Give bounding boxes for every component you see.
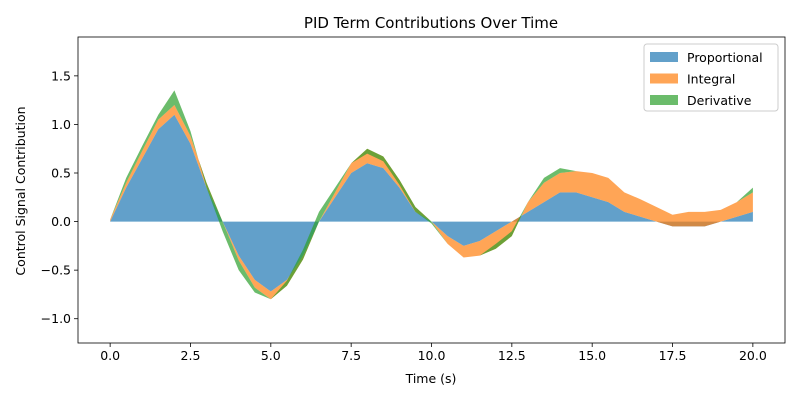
y-tick-label: 1.0 xyxy=(51,117,71,132)
y-tick-label: −1.0 xyxy=(41,311,71,326)
x-tick-label: 2.5 xyxy=(181,348,201,363)
x-tick-label: 10.0 xyxy=(418,348,446,363)
x-tick-label: 12.5 xyxy=(498,348,526,363)
x-tick-label: 7.5 xyxy=(341,348,361,363)
legend-swatch-derivative xyxy=(650,95,678,105)
legend-label-derivative: Derivative xyxy=(687,93,752,108)
chart-title: PID Term Contributions Over Time xyxy=(304,14,558,32)
x-axis-label: Time (s) xyxy=(405,371,457,386)
legend-swatch-proportional xyxy=(650,52,678,62)
legend-swatch-integral xyxy=(650,73,678,84)
x-tick-label: 20.0 xyxy=(739,348,767,363)
legend-label-integral: Integral xyxy=(687,72,735,87)
y-tick-label: 1.5 xyxy=(51,68,71,83)
legend-label-proportional: Proportional xyxy=(687,50,763,65)
x-tick-label: 15.0 xyxy=(578,348,606,363)
x-tick-label: 17.5 xyxy=(659,348,687,363)
x-tick-label: 0.0 xyxy=(100,348,120,363)
y-tick-label: 0.5 xyxy=(51,166,71,181)
x-tick-label: 5.0 xyxy=(261,348,281,363)
y-tick-label: −0.5 xyxy=(41,263,71,278)
area-integral xyxy=(110,105,753,300)
y-axis-label: Control Signal Contribution xyxy=(13,106,28,275)
area-proportional xyxy=(110,114,753,292)
y-tick-label: 0.0 xyxy=(51,214,71,229)
